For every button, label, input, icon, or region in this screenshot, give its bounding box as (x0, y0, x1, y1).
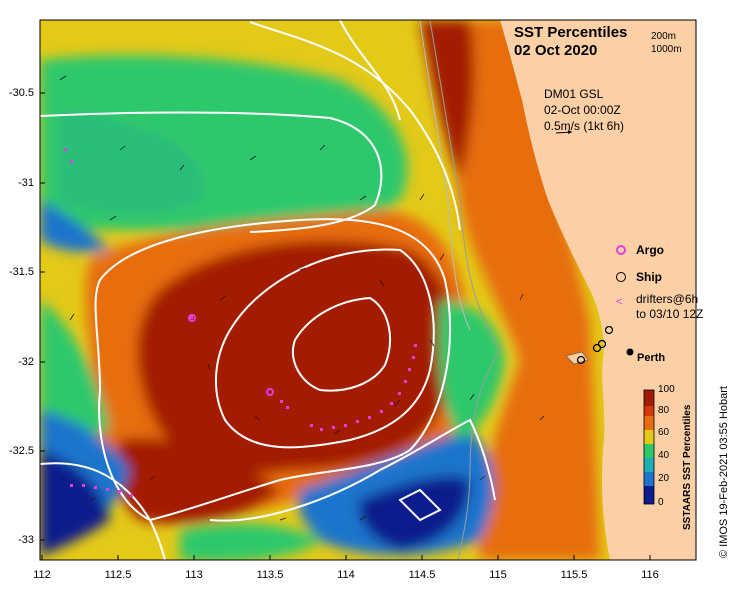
perth-label: Perth (637, 352, 666, 364)
velocity-info: DM01 GSL 02-Oct 00:00Z 0.5m/s (1kt 6h) (544, 86, 624, 134)
perth-marker (626, 348, 634, 356)
velocity-source: DM01 GSL (544, 87, 604, 101)
ship-legend-label: Ship (636, 270, 662, 284)
colorbar-label: SSTAARS SST Percentiles (682, 404, 693, 530)
x-tick-label: 115 (489, 569, 507, 581)
y-tick-label: -30.5 (8, 87, 34, 99)
x-tick-label: 114 (337, 569, 355, 581)
depth-1000m-label: 1000m (651, 44, 682, 55)
velocity-scale-label: 0.5m/s (1kt 6h) (544, 119, 625, 133)
velocity-time: 02-Oct 00:00Z (544, 103, 621, 117)
map-title: SST Percentiles 02 Oct 2020 (514, 24, 627, 60)
title-line2: 02 Oct 2020 (514, 42, 598, 59)
argo-legend-label: Argo (636, 243, 664, 257)
colorbar-tick: 0 (658, 497, 664, 508)
y-tick-label: -31 (18, 177, 34, 189)
argo-float (188, 314, 196, 322)
y-tick-label: -31.5 (8, 266, 34, 278)
colorbar-tick: 40 (658, 450, 670, 461)
ship-marker (592, 343, 602, 353)
argo-legend-icon (616, 245, 626, 255)
depth-legend: 200m 1000m (651, 30, 682, 56)
drifter-legend-line2: to 03/10 12Z (636, 307, 704, 321)
warm-eddy-core (137, 240, 457, 474)
ship-marker (576, 355, 586, 365)
ssh-contour-eddy-inner (292, 296, 391, 392)
x-tick-label: 114.5 (408, 569, 436, 581)
credit-text: © IMOS 19-Feb-2021 03:55 Hobart (718, 386, 730, 558)
x-tick-label: 115.5 (560, 569, 588, 581)
y-tick-label: -33 (18, 534, 34, 546)
ship-marker (604, 325, 614, 335)
colorbar-tick: 80 (658, 405, 670, 416)
ssh-contour-eddy-outer (94, 218, 452, 522)
drifter-legend-label: drifters@6h to 03/10 12Z (636, 292, 703, 322)
x-tick-label: 113 (185, 569, 203, 581)
drifter-legend-line1: drifters@6h (636, 292, 699, 306)
colorbar-tick: 100 (658, 384, 675, 395)
colorbar-tick: 20 (658, 473, 670, 484)
contour-1000m (419, 20, 471, 331)
x-tick-label: 116 (641, 569, 659, 581)
ship-marker (597, 339, 607, 349)
title-line1: SST Percentiles (514, 24, 628, 41)
drifter-legend-icon: < (616, 296, 623, 308)
ssh-contour-north (40, 111, 383, 233)
ship-legend-icon (616, 272, 626, 282)
x-tick-label: 112 (33, 569, 51, 581)
plot-frame (39, 19, 697, 561)
colorbar-tick: 60 (658, 427, 670, 438)
y-tick-label: -32.5 (8, 445, 34, 457)
x-tick-label: 112.5 (104, 569, 132, 581)
colorbar (643, 389, 655, 505)
contour-200m (429, 20, 501, 560)
x-tick-label: 113.5 (256, 569, 284, 581)
argo-float (266, 388, 274, 396)
depth-200m-label: 200m (651, 31, 677, 42)
y-tick-label: -32 (18, 356, 34, 368)
